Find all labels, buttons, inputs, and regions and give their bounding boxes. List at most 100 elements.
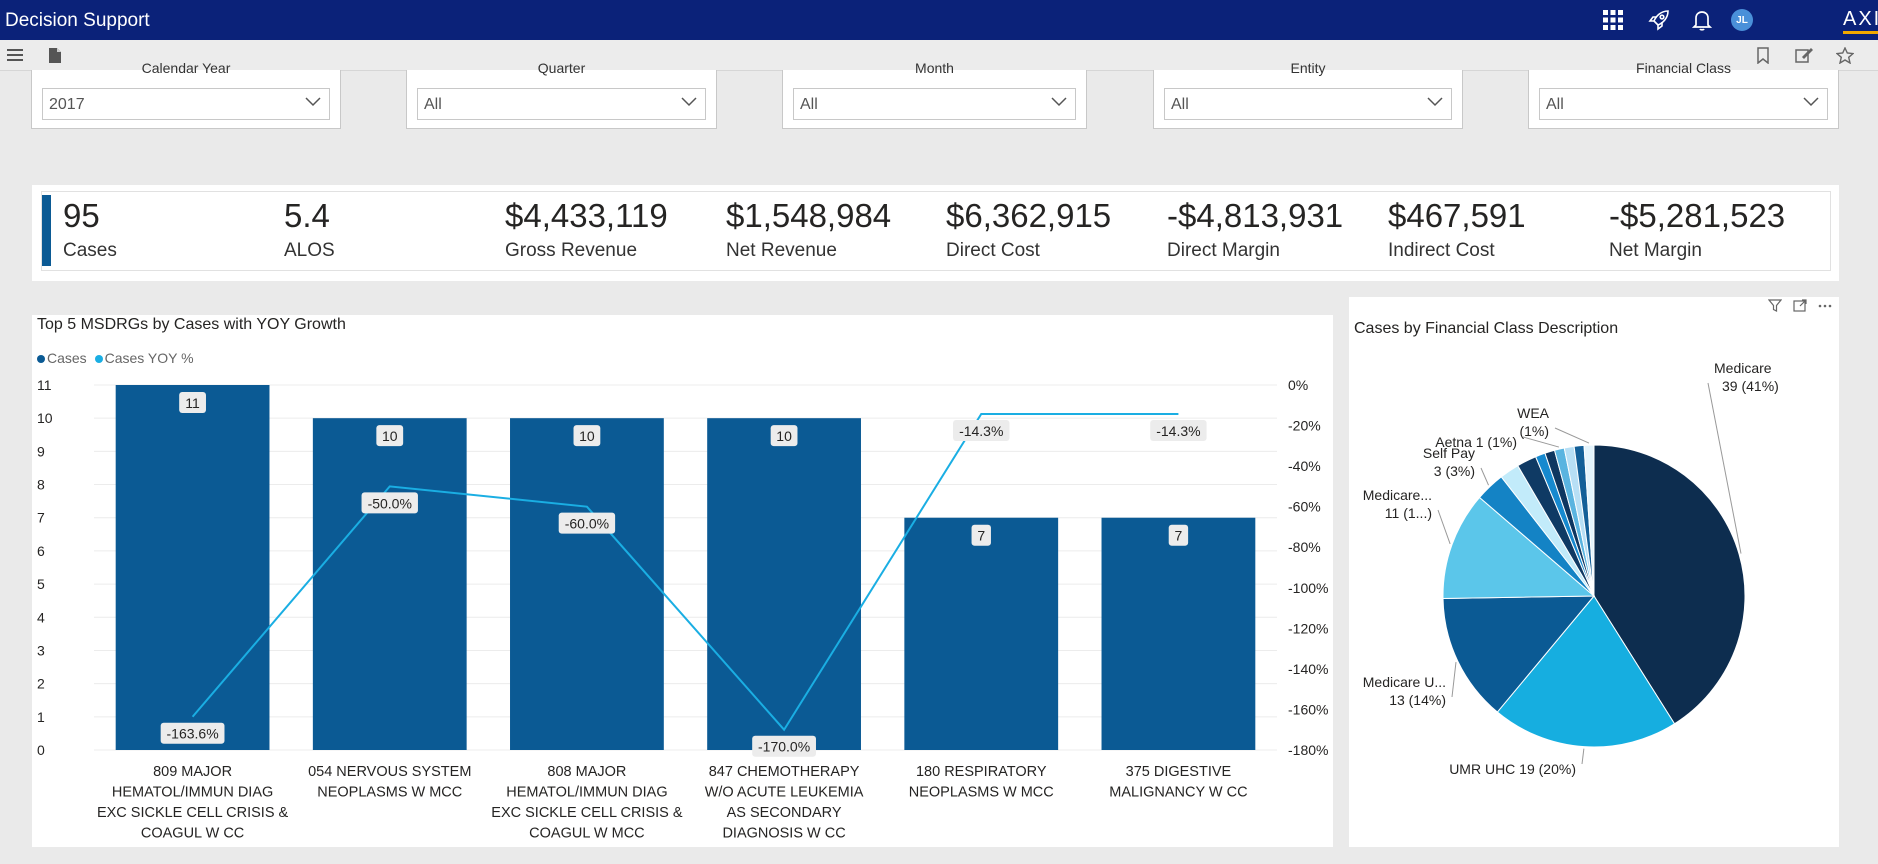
kpi-net-revenue[interactable]: $1,548,984 Net Revenue	[726, 197, 891, 262]
more-options-icon[interactable]	[1817, 299, 1833, 317]
bar-data-label: 10	[382, 428, 398, 444]
bar	[510, 418, 664, 750]
bar-data-label-bg	[1168, 524, 1189, 546]
y2-tick-label: -40%	[1288, 458, 1321, 474]
y2-tick-label: -120%	[1288, 620, 1328, 636]
pie-data-label: Medicare...	[1363, 487, 1432, 503]
bar-data-label-bg	[376, 425, 404, 447]
bar-data-label: 10	[579, 428, 595, 444]
calendar-year-dropdown[interactable]: 2017	[42, 88, 330, 120]
pie-data-label: 13 (14%)	[1389, 692, 1446, 708]
bell-icon[interactable]	[1690, 8, 1714, 32]
y-tick-label: 5	[37, 576, 45, 592]
month-dropdown[interactable]: All	[793, 88, 1076, 120]
dropdown-value: All	[424, 96, 442, 113]
kpi-indirect-cost[interactable]: $467,591 Indirect Cost	[1388, 197, 1526, 262]
pie-data-label: Medicare	[1714, 360, 1772, 376]
financial-class-dropdown[interactable]: All	[1539, 88, 1828, 120]
kpi-value: $6,362,915	[946, 197, 1112, 234]
pie-leader-line	[1554, 427, 1590, 444]
legend-item-yoy[interactable]: Cases YOY %	[94, 350, 194, 366]
x-tick-label: 808 MAJOR	[547, 764, 626, 780]
bar	[1101, 517, 1256, 750]
bar-data-label: 7	[977, 528, 985, 544]
kpi-direct-cost[interactable]: $6,362,915 Direct Cost	[946, 197, 1111, 262]
pie-data-label: (1%)	[1519, 423, 1549, 439]
kpi-gross-revenue[interactable]: $4,433,119 Gross Revenue	[505, 197, 668, 262]
y-tick-label: 8	[37, 477, 45, 493]
bar-data-label-bg	[573, 425, 601, 447]
y2-tick-label: -20%	[1288, 418, 1321, 434]
x-tick-label: HEMATOL/IMMUN DIAG	[506, 785, 667, 801]
pie-data-label: Self Pay	[1423, 445, 1475, 461]
slicer-label: Financial Class	[1636, 60, 1731, 76]
kpi-label: ALOS	[284, 240, 335, 261]
edit-icon[interactable]	[1794, 45, 1814, 65]
kpi-alos[interactable]: 5.4 ALOS	[284, 197, 335, 262]
yoy-line	[191, 412, 1179, 732]
msdrg-combo-chart-visual[interactable]: Top 5 MSDRGs by Cases with YOY Growth Ca…	[32, 315, 1333, 847]
slicer-label: Month	[915, 60, 954, 76]
slicer-label: Calendar Year	[141, 60, 231, 76]
x-tick-label: MALIGNANCY W CC	[1109, 785, 1247, 801]
pie-data-label: 11 (1...)	[1385, 505, 1432, 521]
x-tick-label: NEOPLASMS W MCC	[909, 785, 1054, 801]
pie-data-label: Medicare U...	[1363, 674, 1446, 690]
kpi-value: -$4,813,931	[1167, 197, 1344, 234]
kpi-cases[interactable]: 95 Cases	[63, 197, 117, 262]
bar	[904, 517, 1059, 750]
line-data-label: -163.6%	[167, 726, 219, 742]
rocket-icon[interactable]	[1647, 8, 1671, 32]
quarter-dropdown[interactable]: All	[417, 88, 706, 120]
slicer-label: Quarter	[537, 60, 586, 76]
y2-tick-label: -80%	[1288, 539, 1321, 555]
dropdown-value: 2017	[49, 96, 85, 113]
line-data-label: -14.3%	[959, 423, 1003, 439]
pie-leader-line	[1480, 467, 1489, 486]
focus-mode-icon[interactable]	[1792, 299, 1807, 317]
favorite-star-icon[interactable]	[1835, 45, 1855, 65]
x-tick-label: 847 CHEMOTHERAPY	[709, 764, 860, 780]
hamburger-menu-icon[interactable]	[5, 45, 25, 65]
dropdown-value: All	[1171, 96, 1189, 113]
kpi-direct-margin[interactable]: -$4,813,931 Direct Margin	[1167, 197, 1343, 262]
filter-icon[interactable]	[1767, 299, 1783, 317]
apps-grid-icon[interactable]	[1601, 8, 1625, 32]
x-tick-label: NEOPLASMS W MCC	[317, 785, 462, 801]
y-tick-label: 11	[37, 377, 52, 393]
y-tick-label: 3	[37, 642, 45, 658]
bar-data-label-bg	[179, 392, 206, 413]
y-tick-label: 4	[37, 609, 45, 625]
line-data-label: -170.0%	[758, 739, 810, 755]
chevron-down-icon	[1051, 97, 1067, 107]
slicer-month: Month All	[782, 60, 1087, 129]
bookmark-icon[interactable]	[1753, 45, 1773, 65]
kpi-accent-bar	[42, 195, 51, 266]
legend-item-cases[interactable]: Cases	[37, 350, 87, 366]
user-avatar[interactable]: JL	[1731, 9, 1753, 31]
kpi-net-margin[interactable]: -$5,281,523 Net Margin	[1609, 197, 1785, 262]
bar-data-label-bg	[770, 425, 798, 447]
kpi-label: Cases	[63, 240, 117, 261]
kpi-value: $4,433,119	[505, 197, 668, 234]
x-tick-label: 180 RESPIRATORY	[916, 764, 1047, 780]
slicer-calendar-year: Calendar Year 2017	[31, 60, 341, 129]
page-icon[interactable]	[45, 45, 65, 65]
pie-data-label: 39 (41%)	[1722, 378, 1779, 394]
app-title[interactable]: Decision Support	[5, 10, 150, 31]
x-tick-label: COAGUL W CC	[141, 826, 244, 842]
line-data-label-bg	[752, 735, 816, 757]
y2-tick-label: 0%	[1288, 377, 1308, 393]
pie-data-label: 3 (3%)	[1434, 463, 1475, 479]
bar-data-label: 7	[1175, 528, 1183, 544]
chart-legend: Cases Cases YOY %	[37, 350, 198, 366]
x-tick-label: W/O ACUTE LEUKEMIA	[705, 785, 864, 801]
entity-dropdown[interactable]: All	[1164, 88, 1452, 120]
financial-class-pie-visual[interactable]: Cases by Financial Class Description Med…	[1349, 297, 1839, 847]
bar-data-label: 10	[776, 428, 792, 444]
slicer-financial-class: Financial Class All	[1528, 60, 1839, 129]
pie-leader-line	[1707, 382, 1742, 554]
bar	[312, 418, 467, 750]
line-data-label-bg	[558, 512, 616, 534]
y-tick-label: 10	[37, 410, 53, 426]
